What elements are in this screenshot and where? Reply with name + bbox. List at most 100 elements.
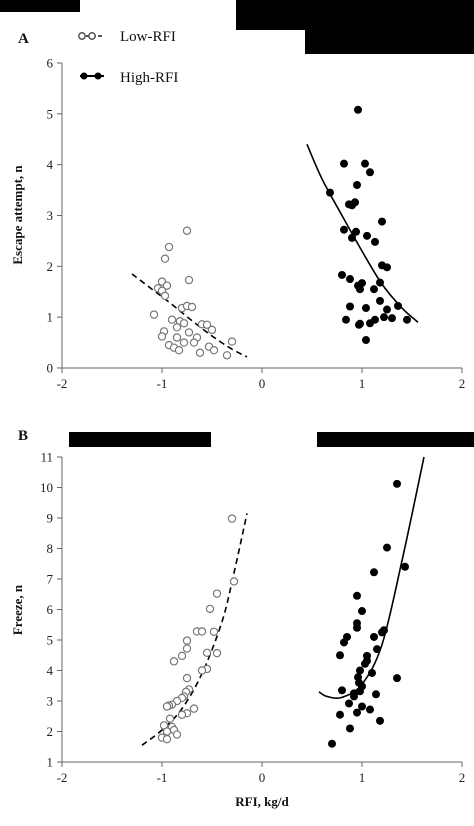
panel-b-low-rfi-point <box>169 657 179 666</box>
panel-a-high-rfi-point <box>361 159 369 168</box>
panel-b-low-rfi-point <box>177 710 187 719</box>
panel-b-high-rfi-fit-line <box>318 456 425 699</box>
panel-a-low-rfi-point <box>209 346 219 355</box>
panel-a-y-tick-label: 4 <box>47 157 54 172</box>
panel-a-high-rfi-point <box>338 270 346 279</box>
panel-b-x-tick-label: -1 <box>157 770 168 785</box>
panel-b-x-tick-label: 0 <box>259 770 266 785</box>
panel-a-high-rfi-point <box>380 313 388 322</box>
panel-a-high-rfi-point <box>403 315 411 324</box>
panel-b-y-tick-label: 10 <box>40 480 53 495</box>
panel-b-y-tick-label: 8 <box>47 541 54 556</box>
panel-a-high-rfi-point <box>348 201 356 210</box>
panel-a-low-rfi-point <box>167 315 177 324</box>
panel-b-high-rfi-point <box>370 568 378 577</box>
panel-b-bar-left <box>69 432 211 447</box>
panel-a-high-rfi-point <box>362 304 370 313</box>
panel-b-low-rfi-point <box>165 714 175 723</box>
panel-b-low-rfi-point <box>182 644 192 653</box>
panel-a-high-rfi-point <box>353 181 361 189</box>
panel-b-high-rfi-point <box>336 651 344 660</box>
panel-b-high-rfi-point <box>328 739 336 748</box>
panel-a-y-tick-label: 3 <box>47 208 54 223</box>
panel-a-high-rfi-point <box>366 168 374 177</box>
panel-a-low-rfi-point <box>160 291 170 301</box>
panel-b-high-rfi-point <box>378 628 386 637</box>
panel-a-high-rfi-point <box>388 314 396 323</box>
panel-b-low-rfi-point <box>205 604 215 614</box>
panel-b-y-tick-label: 6 <box>47 602 54 617</box>
panel-a-low-rfi-point <box>202 320 212 329</box>
panel-a-high-rfi-point <box>376 278 384 287</box>
panel-a-x-tick-label: 2 <box>459 376 466 391</box>
panel-a-low-rfi-point <box>149 310 159 319</box>
panel-b-low-rfi-point <box>162 727 172 736</box>
panel-b-plot: -2 -1 0 1 2 1 2 3 4 5 6 7 8 9 10 11 Freeze, n RFI, kg/d <box>10 450 465 810</box>
panel-a-y-tick-label: 0 <box>47 361 54 376</box>
panel-b-high-rfi-point <box>346 724 354 733</box>
panel-b-y-tick-label: 1 <box>47 755 54 770</box>
panel-a-label: A <box>18 31 29 47</box>
panel-b-high-rfi-point <box>368 668 376 677</box>
panel-a-high-rfi-point <box>346 275 354 284</box>
panel-b-low-rfi-point <box>209 627 219 636</box>
legend-low-rfi-label: Low-RFI <box>120 29 176 45</box>
panel-a-low-rfi-point <box>189 338 199 347</box>
panel-a-low-rfi-point <box>184 328 194 337</box>
panel-a-low-rfi-point <box>187 302 197 312</box>
panel-b-low-rfi-point <box>182 636 192 645</box>
panel-a-y-tick-label: 5 <box>47 106 54 121</box>
panel-a-high-rfi-point <box>362 336 370 345</box>
panel-a-high-rfi-point <box>340 159 348 168</box>
panel-b-y-tick-label: 11 <box>40 450 53 465</box>
panel-b-high-rfi-point <box>345 699 353 708</box>
panel-a-high-rfi-point <box>346 302 354 311</box>
panel-b-high-rfi-point <box>372 690 380 699</box>
panel-b-high-rfi-point <box>353 591 361 600</box>
legend-high-rfi-label: High-RFI <box>120 70 178 86</box>
panel-b-high-rfi-point <box>358 607 366 616</box>
panel-a-low-rfi-point <box>174 346 184 355</box>
panel-b-low-rfi-point <box>197 627 207 636</box>
panel-a-high-rfi-point <box>340 225 348 234</box>
panel-b-low-rfi-point <box>212 589 222 598</box>
panel-b-high-rfi-point <box>370 632 378 641</box>
panel-b-high-rfi-point <box>366 705 374 714</box>
panel-b-high-rfi-point <box>336 710 344 719</box>
panel-b-high-rfi-point <box>350 692 358 701</box>
panel-b-low-rfi-point <box>172 730 182 739</box>
panel-b-low-rfi-point <box>162 702 172 711</box>
panel-b-y-tick-label: 7 <box>47 572 54 587</box>
panel-b-low-rfi-point <box>202 648 212 658</box>
panel-b-low-rfi-point <box>227 514 237 523</box>
panel-a-y-axis-label: Escape attempt, n <box>10 165 25 265</box>
panel-b-x-tick-label: 2 <box>459 770 466 785</box>
panel-b-high-rfi-point <box>356 687 364 696</box>
panel-a-high-rfi-point <box>363 231 371 240</box>
panel-a-low-rfi-point <box>179 319 189 328</box>
panel-a-low-rfi-point <box>207 325 217 335</box>
panel-b-x-tick-label: -2 <box>57 770 68 785</box>
panel-a-high-rfi-point <box>348 233 356 242</box>
panel-b-low-rfi-point <box>189 704 199 713</box>
panel-b-bar-right <box>317 432 474 447</box>
panel-b-low-rfi-point <box>212 648 222 658</box>
panel-b-high-rfi-point <box>393 674 401 683</box>
panel-a-high-rfi-point <box>366 319 374 328</box>
panel-a-x-tick-label: -2 <box>57 376 68 391</box>
panel-a-high-rfi-point <box>352 227 360 236</box>
panel-a-high-rfi-point <box>383 305 391 314</box>
panel-a-low-rfi-point <box>195 348 205 357</box>
panel-a-low-rfi-fit-line <box>131 273 248 358</box>
panel-b-low-rfi-point <box>177 651 187 661</box>
panel-a-high-rfi-point <box>354 105 362 114</box>
panel-a-low-rfi-point <box>172 333 182 342</box>
panel-a-y-tick-label: 1 <box>47 310 54 325</box>
panel-a-high-rfi-point <box>376 296 384 305</box>
panel-a-low-rfi-point <box>162 281 172 290</box>
panel-b-high-rfi-point <box>376 716 384 725</box>
panel-a-x-tick-label: 0 <box>259 376 266 391</box>
panel-a-high-rfi-point <box>394 301 402 310</box>
panel-a-high-rfi-point <box>378 217 386 226</box>
